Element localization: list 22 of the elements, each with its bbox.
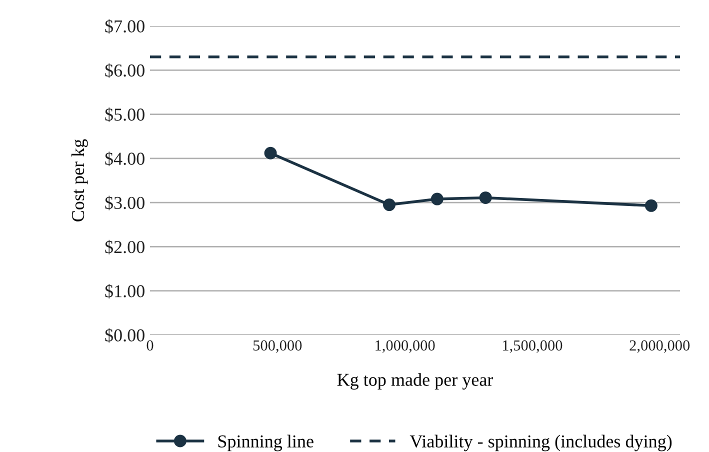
point — [479, 191, 492, 204]
point — [383, 198, 396, 212]
point — [430, 192, 444, 206]
x-tick-label: 1,500,000 — [503, 340, 562, 353]
y-tick-label: $1.00 — [105, 284, 144, 298]
legend-label: Viability - spinning (includes dying) — [410, 434, 672, 452]
x-tick-label: 500,000 — [253, 340, 302, 353]
point — [644, 199, 658, 212]
y-tick-label: $4.00 — [105, 152, 144, 166]
x-tick-label: 1,000,000 — [376, 340, 435, 353]
y-tick-label: $7.00 — [105, 19, 144, 34]
point — [264, 146, 277, 160]
y-tick-label: $3.00 — [105, 196, 144, 210]
x-tick-label: 0 — [146, 340, 154, 351]
y-tick-label: $5.00 — [105, 107, 144, 122]
x-axis-title: Kg top made per year — [337, 373, 494, 390]
y-tick-label: $0.00 — [105, 328, 144, 343]
x-tick-label: 2,000,000 — [630, 340, 690, 353]
y-tick-label: $6.00 — [105, 63, 144, 78]
legend-label: Spinning line — [218, 434, 314, 452]
y-tick-label: $2.00 — [105, 240, 144, 254]
y-axis-title: Cost per kg — [71, 139, 88, 222]
